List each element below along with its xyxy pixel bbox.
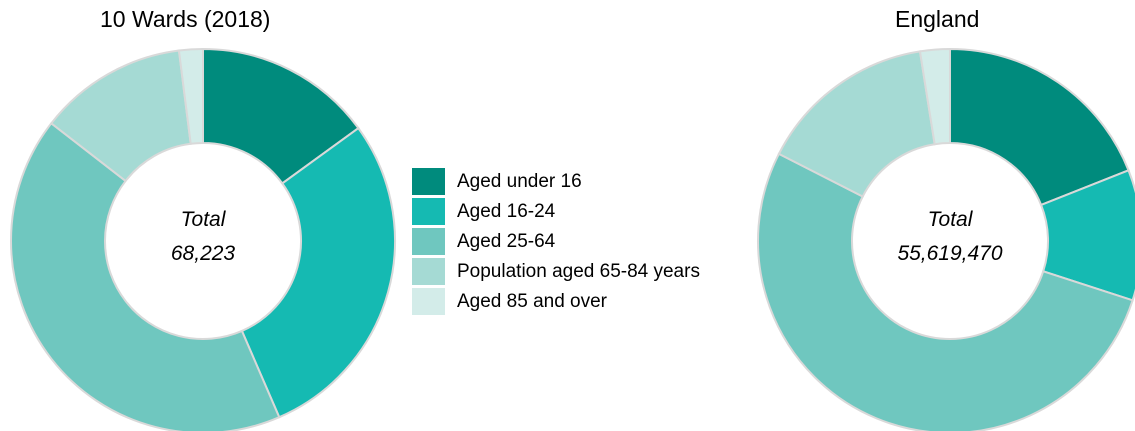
legend-item-under-16: Aged under 16 — [412, 167, 700, 196]
legend-swatch — [412, 168, 445, 195]
chart-title-right: England — [895, 6, 980, 32]
legend-label: Aged 85 and over — [457, 290, 608, 312]
legend-swatch — [412, 288, 445, 315]
legend-label: Aged under 16 — [457, 170, 582, 192]
total-label-right: Total 55,619,470 — [850, 208, 1050, 266]
donut-slice-england-4 — [918, 47, 951, 146]
total-value-left: 68,223 — [170, 242, 236, 265]
chart-title-left: 10 Wards (2018) — [100, 6, 271, 32]
donut-slice-wards-4 — [177, 47, 204, 145]
legend-swatch — [412, 258, 445, 285]
donut-slice-england-0 — [949, 47, 1130, 207]
legend-label: Aged 25-64 — [457, 230, 556, 252]
total-caption-right: Total — [927, 208, 973, 231]
legend: Aged under 16 Aged 16-24 Aged 25-64 Popu… — [412, 167, 700, 317]
legend-label: Population aged 65-84 years — [457, 260, 700, 282]
total-label-left: Total 68,223 — [103, 208, 303, 266]
legend-label: Aged 16-24 — [457, 200, 556, 222]
total-value-right: 55,619,470 — [897, 242, 1003, 265]
legend-swatch — [412, 228, 445, 255]
donut-slice-wards-1 — [240, 126, 396, 419]
legend-item-16-24: Aged 16-24 — [412, 197, 700, 226]
legend-item-25-64: Aged 25-64 — [412, 227, 700, 256]
legend-item-85-over: Aged 85 and over — [412, 287, 700, 316]
legend-item-65-84: Population aged 65-84 years — [412, 257, 700, 286]
legend-swatch — [412, 198, 445, 225]
donut-slice-wards-2 — [10, 121, 281, 431]
total-caption-left: Total — [180, 208, 226, 231]
donut-slice-england-2 — [756, 152, 1134, 431]
